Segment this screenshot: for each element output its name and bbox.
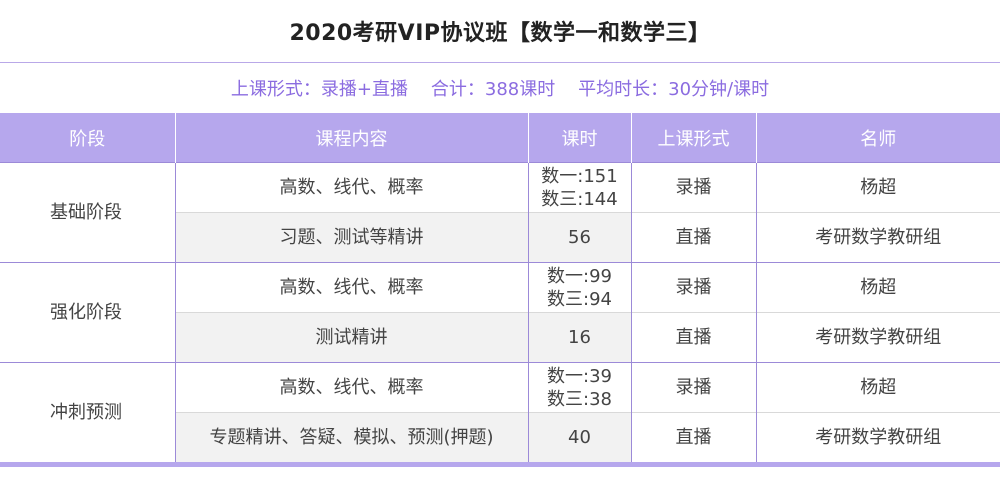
form-cell: 直播: [630, 412, 756, 462]
hours-line: 数三:144: [541, 188, 618, 210]
form-cell: 录播: [630, 362, 756, 413]
table-row: 习题、测试等精讲 56 直播 考研数学教研组: [0, 212, 1000, 263]
content-cell: 习题、测试等精讲: [174, 212, 528, 263]
table-header-row: 阶段 课程内容 课时 上课形式 名师: [0, 113, 1000, 163]
form-cell: 录播: [630, 262, 756, 313]
teacher-cell: 考研数学教研组: [755, 412, 1000, 462]
stage-cell: 基础阶段: [0, 162, 175, 263]
hours-line: 数一:151: [541, 165, 618, 187]
table-row: 强化阶段 高数、线代、概率 数一:99 数三:94 录播 杨超: [0, 262, 1000, 363]
table-row: 冲刺预测 高数、线代、概率 数一:39 数三:38 录播 杨超: [0, 362, 1000, 462]
table-row: 基础阶段 高数、线代、概率 数一:151 数三:144 录播 杨超: [0, 162, 1000, 263]
table-row: 专题精讲、答疑、模拟、预测(押题) 40 直播 考研数学教研组: [0, 412, 1000, 462]
hours-line: 数一:99: [547, 265, 612, 287]
schedule-table: 阶段 课程内容 课时 上课形式 名师 基础阶段 高数、线代、概率 数一:151 …: [0, 113, 1000, 462]
hours-line: 数三:94: [547, 288, 612, 310]
table-row: 测试精讲 16 直播 考研数学教研组: [0, 312, 1000, 363]
header-teacher: 名师: [755, 113, 1000, 163]
hours-cell: 16: [527, 312, 631, 363]
content-cell: 高数、线代、概率: [174, 262, 528, 313]
hours-line: 数一:39: [547, 365, 612, 387]
form-cell: 直播: [630, 312, 756, 363]
course-info-line: 上课形式：录播+直播 合计：388课时 平均时长：30分钟/课时: [0, 62, 1000, 113]
header-content: 课程内容: [174, 113, 528, 163]
hours-cell: 数一:39 数三:38: [527, 362, 631, 413]
teacher-cell: 考研数学教研组: [755, 212, 1000, 263]
header-form: 上课形式: [630, 113, 756, 163]
hours-cell: 56: [527, 212, 631, 263]
content-cell: 测试精讲: [174, 312, 528, 363]
bottom-rule: [0, 462, 1000, 467]
hours-cell: 40: [527, 412, 631, 462]
content-cell: 专题精讲、答疑、模拟、预测(押题): [174, 412, 528, 462]
content-cell: 高数、线代、概率: [174, 362, 528, 413]
header-hours: 课时: [527, 113, 631, 163]
content-cell: 高数、线代、概率: [174, 162, 528, 213]
page-title: 2020考研VIP协议班【数学一和数学三】: [289, 21, 711, 46]
teacher-cell: 杨超: [755, 162, 1000, 213]
form-cell: 直播: [630, 212, 756, 263]
stage-cell: 强化阶段: [0, 262, 175, 363]
hours-line: 数三:38: [547, 388, 612, 410]
stage-cell: 冲刺预测: [0, 362, 175, 462]
teacher-cell: 杨超: [755, 262, 1000, 313]
hours-cell: 数一:99 数三:94: [527, 262, 631, 313]
form-cell: 录播: [630, 162, 756, 213]
header-stage: 阶段: [0, 113, 175, 163]
teacher-cell: 考研数学教研组: [755, 312, 1000, 363]
teacher-cell: 杨超: [755, 362, 1000, 413]
hours-cell: 数一:151 数三:144: [527, 162, 631, 213]
